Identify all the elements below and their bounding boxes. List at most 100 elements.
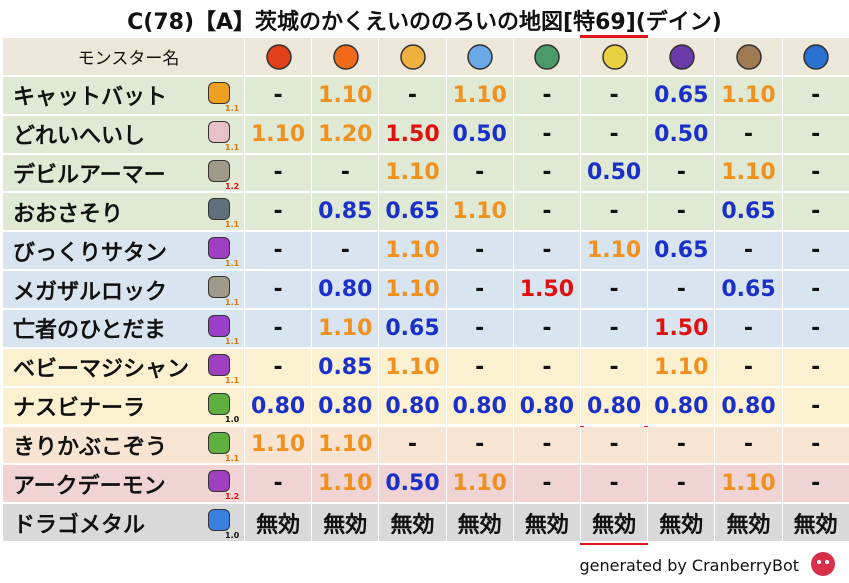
resistance-cell: - <box>446 232 514 272</box>
monster-icon <box>208 159 230 182</box>
resistance-cell: - <box>446 426 514 466</box>
resistance-cell: 0.80 <box>513 387 581 427</box>
resistance-cell: - <box>513 309 581 349</box>
resistance-cell: - <box>245 271 313 310</box>
resistance-cell: - <box>648 426 716 466</box>
monster-level: 1.1 <box>225 336 240 346</box>
resistance-cell: - <box>379 76 447 116</box>
resistance-cell: 1.20 <box>312 115 380 155</box>
monster-name: びっくりサタン <box>3 232 245 272</box>
resistance-cell: 無効 <box>245 504 313 544</box>
monster-level: 1.0 <box>225 531 240 541</box>
resistance-cell: 0.80 <box>379 387 447 427</box>
element-icon <box>736 44 762 70</box>
resistance-cell: 1.10 <box>312 76 380 116</box>
monster-icon <box>208 198 230 221</box>
resistance-cell: - <box>715 426 783 466</box>
resistance-cell: - <box>245 309 313 349</box>
resistance-cell: 1.10 <box>379 271 447 310</box>
resistance-cell: - <box>648 154 716 194</box>
resistance-cell: 0.50 <box>379 465 447 505</box>
monster-name: アークデーモン <box>3 465 245 505</box>
resistance-cell: - <box>446 348 514 388</box>
resistance-cell: - <box>312 154 380 194</box>
resistance-cell: - <box>581 76 649 116</box>
resistance-cell: 無効 <box>379 504 447 544</box>
element-shape <box>803 44 829 70</box>
resistance-cell: 無効 <box>782 504 849 544</box>
resistance-cell: - <box>379 426 447 466</box>
bot-icon-body <box>811 552 835 576</box>
element-shape <box>601 44 628 70</box>
resistance-cell: - <box>513 465 581 505</box>
element-shape <box>333 44 359 70</box>
resistance-cell: - <box>581 271 649 310</box>
bot-icon <box>811 552 835 576</box>
element-shape <box>669 44 695 70</box>
element-shape <box>736 44 762 70</box>
element-icon <box>669 44 695 70</box>
resistance-cell: - <box>581 309 649 349</box>
monster-name: どれいへいし <box>3 115 245 155</box>
monster-icon <box>208 120 230 143</box>
element-shape <box>534 44 561 70</box>
monster-name: ナスビナーラ <box>3 387 245 427</box>
monster-name: きりかぶこぞう <box>3 426 245 466</box>
resistance-cell: 1.10 <box>379 232 447 272</box>
monster-name: キャットバット <box>3 76 245 116</box>
resistance-cell: - <box>513 76 581 116</box>
element-shape <box>265 44 292 70</box>
resistance-cell: 1.10 <box>312 426 380 466</box>
resistance-cell: - <box>782 387 849 427</box>
monster-name: メガザルロック <box>3 271 245 310</box>
resistance-cell: 1.10 <box>446 193 514 233</box>
resistance-cell: 無効 <box>715 504 783 544</box>
resistance-cell: - <box>581 193 649 233</box>
resistance-cell: - <box>782 309 849 349</box>
monster-level: 1.2 <box>225 181 240 191</box>
resistance-cell: - <box>782 271 849 310</box>
monster-icon <box>208 81 230 104</box>
resistance-cell: 1.50 <box>648 309 716 349</box>
monster-name: 亡者のひとだま <box>3 309 245 349</box>
resistance-cell: - <box>581 348 649 388</box>
resistance-cell: 0.80 <box>312 387 380 427</box>
element-icon <box>400 44 426 70</box>
resistance-cell: 1.10 <box>715 465 783 505</box>
element-shape <box>400 44 426 70</box>
resistance-cell: 0.80 <box>446 387 514 427</box>
monster-level: 1.1 <box>225 103 240 113</box>
resistance-cell: 1.10 <box>446 76 514 116</box>
resistance-cell: - <box>245 154 313 194</box>
resistance-cell: - <box>245 193 313 233</box>
resistance-cell: - <box>782 348 849 388</box>
resistance-cell: - <box>513 348 581 388</box>
resistance-cell: 0.50 <box>446 115 514 155</box>
bot-eye <box>825 560 829 564</box>
resistance-cell: - <box>581 115 649 155</box>
resistance-cell: - <box>782 76 849 116</box>
resistance-cell: 1.50 <box>379 115 447 155</box>
monster-level: 1.1 <box>225 375 240 385</box>
resistance-cell: - <box>648 271 716 310</box>
resistance-cell: - <box>715 309 783 349</box>
resistance-cell: - <box>513 232 581 272</box>
monster-level: 1.1 <box>225 142 240 152</box>
resistance-cell: - <box>245 465 313 505</box>
resistance-cell: 無効 <box>513 504 581 544</box>
resistance-cell: 0.50 <box>648 115 716 155</box>
resistance-cell: - <box>446 309 514 349</box>
monster-name: ベビーマジシャン <box>3 348 245 388</box>
resistance-cell: - <box>513 193 581 233</box>
resistance-cell: 1.10 <box>715 154 783 194</box>
resistance-cell: 1.10 <box>715 76 783 116</box>
resistance-cell: - <box>245 348 313 388</box>
resistance-cell: - <box>513 154 581 194</box>
resistance-cell: 0.65 <box>379 309 447 349</box>
name-header: モンスター名 <box>3 38 245 77</box>
resistance-cell: 0.85 <box>312 193 380 233</box>
resistance-cell: 0.65 <box>648 76 716 116</box>
resistance-cell: - <box>715 232 783 272</box>
resistance-cell: 0.80 <box>312 271 380 310</box>
